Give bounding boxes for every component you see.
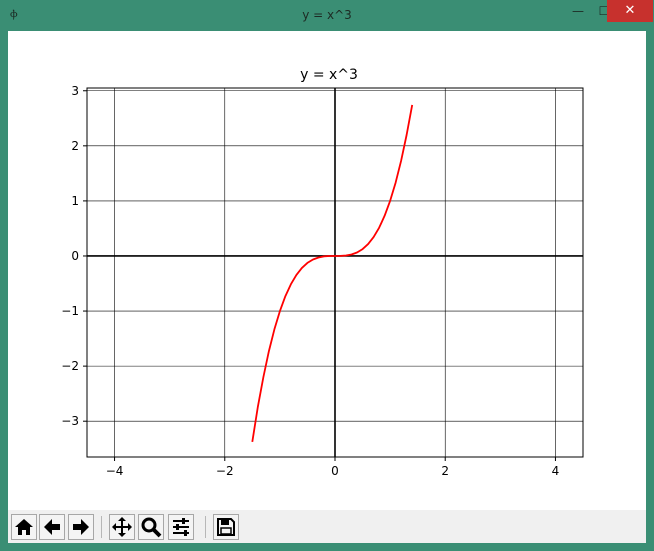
- forward-button[interactable]: [68, 514, 94, 540]
- x-tick-label: −4: [106, 464, 124, 478]
- x-tick-label: −2: [216, 464, 234, 478]
- toolbar-separator: [101, 516, 102, 538]
- move-icon: [112, 517, 132, 537]
- zoom-button[interactable]: [138, 514, 164, 540]
- home-button[interactable]: [11, 514, 37, 540]
- x-tick-label: 2: [441, 464, 449, 478]
- maximize-button[interactable]: ☐: [590, 0, 618, 22]
- pan-button[interactable]: [109, 514, 135, 540]
- x-tick-label: 0: [331, 464, 339, 478]
- toolbar-separator: [205, 516, 206, 538]
- y-tick-label: 3: [71, 84, 79, 98]
- zoom-icon: [141, 517, 162, 538]
- home-icon: [15, 519, 33, 535]
- chart-title: y = x^3: [300, 67, 358, 83]
- y-tick-label: 1: [71, 194, 79, 208]
- save-icon: [217, 518, 235, 536]
- back-button[interactable]: [39, 514, 65, 540]
- maximize-icon: ☐: [598, 4, 610, 18]
- navigation-toolbar: [8, 510, 646, 543]
- close-button[interactable]: ✕: [607, 0, 653, 22]
- plot-frame: [86, 87, 584, 458]
- matplotlib-app-icon: Ⲫ: [10, 10, 18, 21]
- window-title: y = x^3: [302, 8, 352, 22]
- y-tick-label: 0: [71, 249, 79, 263]
- sliders-icon: [173, 518, 189, 536]
- y-tick-label: −1: [61, 304, 79, 318]
- y-tick-label: −3: [61, 414, 79, 428]
- minimize-icon: —: [572, 4, 584, 18]
- y-tick-label: 2: [71, 139, 79, 153]
- plot-canvas[interactable]: y = x^3 −4 −2 0 2 4 −3 −2 −1 0 1 2 3: [8, 31, 646, 510]
- arrow-left-icon: [44, 519, 60, 535]
- configure-subplots-button[interactable]: [168, 514, 194, 540]
- close-icon: ✕: [624, 3, 636, 18]
- y-tick-label: −2: [61, 359, 79, 373]
- save-button[interactable]: [213, 514, 239, 540]
- minimize-button[interactable]: —: [564, 0, 592, 22]
- x-tick-label: 4: [552, 464, 560, 478]
- arrow-right-icon: [73, 519, 89, 535]
- title-bar[interactable]: Ⲫ y = x^3 — ☐ ✕: [0, 0, 654, 31]
- series-line: [251, 104, 414, 443]
- figure-canvas-area: y = x^3 −4 −2 0 2 4 −3 −2 −1 0 1 2 3: [8, 31, 646, 543]
